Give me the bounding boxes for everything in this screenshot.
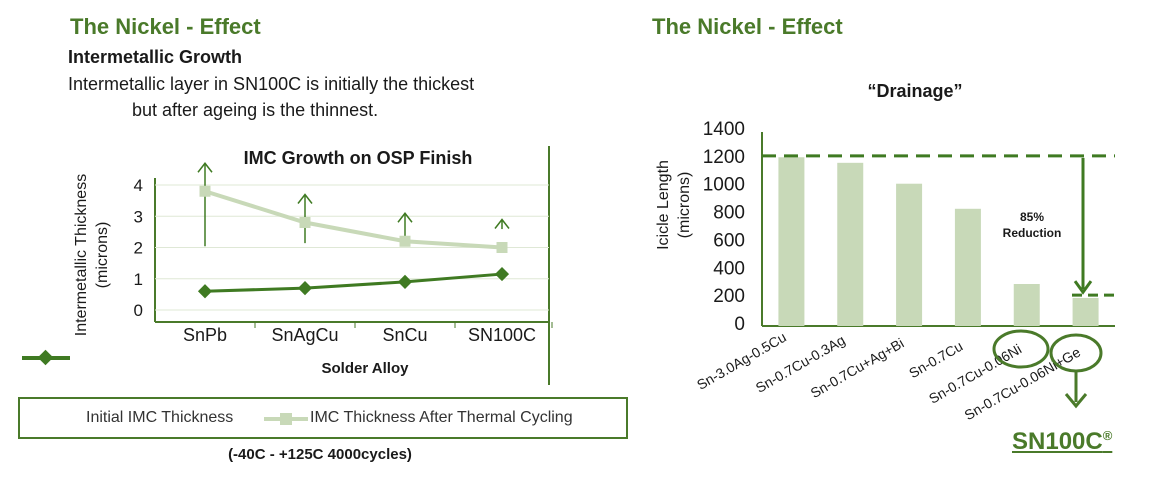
imc-x-tick-label: SnAgCu — [271, 325, 338, 345]
left-description-line-2: but after ageing is the thinnest. — [132, 100, 379, 120]
imc-y-axis-label-line-1: Intermetallic Thickness — [73, 174, 90, 336]
right-title: The Nickel - Effect — [652, 14, 843, 39]
after-data-point — [199, 185, 211, 197]
sn100c-brand: SN100C® — [1012, 428, 1112, 456]
drainage-y-axis-label-line-2: (microns) — [676, 172, 693, 239]
imc-y-tick-label: 2 — [134, 239, 143, 258]
drainage-y-tick-label: 800 — [713, 203, 745, 224]
drainage-y-tick-label: 0 — [734, 314, 745, 335]
imc-x-tick-label: SN100C — [468, 325, 536, 345]
cycling-condition: (-40C - +125C 4000cycles) — [228, 446, 412, 463]
drainage-y-tick-label: 1200 — [703, 147, 745, 168]
imc-y-tick-label: 0 — [134, 301, 143, 320]
drainage-bar — [896, 183, 923, 326]
imc-chart-title: IMC Growth on OSP Finish — [244, 148, 473, 168]
sn100c-arrow-head — [1064, 393, 1088, 409]
drainage-y-axis-label-line-1: Icicle Length — [655, 160, 672, 250]
imc-side-legend-diamond — [37, 349, 54, 366]
reduction-annotation-line-1: 85% — [1020, 210, 1044, 224]
left-description-line-1: Intermetallic layer in SN100C is initial… — [68, 74, 475, 94]
brand-name: SN100C — [1012, 428, 1103, 455]
drainage-y-tick-label: 600 — [713, 230, 745, 251]
imc-y-axis-label-line-2: (microns) — [94, 222, 111, 289]
drainage-y-tick-label: 1400 — [703, 119, 745, 140]
imc-growth-arrowhead — [297, 193, 313, 204]
imc-x-axis-label: Solder Alloy — [322, 360, 410, 377]
imc-x-tick-label: SnCu — [382, 325, 427, 345]
initial-series-line — [204, 272, 503, 293]
imc-growth-arrowhead — [197, 162, 213, 173]
left-subtitle: Intermetallic Growth — [68, 47, 243, 67]
legend-after-marker — [264, 413, 308, 425]
left-title: The Nickel - Effect — [70, 14, 261, 39]
after-data-point — [496, 242, 508, 253]
drainage-bar — [954, 208, 981, 326]
drainage-y-tick-label: 1000 — [703, 175, 745, 196]
imc-y-tick-label: 3 — [134, 207, 143, 226]
registered-mark: ® — [1102, 428, 1113, 443]
legend-after-label: IMC Thickness After Thermal Cycling — [310, 409, 573, 426]
imc-growth-arrowhead — [397, 212, 413, 223]
drainage-y-tick-label: 400 — [713, 258, 745, 279]
drainage-bar — [1072, 297, 1099, 326]
initial-data-point — [297, 281, 313, 296]
initial-data-point — [494, 266, 510, 282]
imc-x-tick-label: SnPb — [183, 325, 227, 345]
ni-highlight-circle — [992, 329, 1050, 369]
initial-data-point — [397, 274, 413, 289]
after-data-point — [399, 235, 411, 247]
drainage-bar — [1013, 284, 1040, 326]
imc-growth-arrowhead — [494, 218, 510, 229]
drainage-chart-title: “Drainage” — [867, 81, 962, 101]
reduction-annotation-line-2: Reduction — [1003, 226, 1062, 240]
imc-legend: Initial IMC Thickness IMC Thickness Afte… — [18, 397, 628, 439]
legend-initial-label: Initial IMC Thickness — [86, 409, 234, 426]
reduction-arrow-head — [1073, 280, 1093, 295]
drainage-y-tick-label: 200 — [713, 286, 745, 307]
after-data-point — [299, 217, 311, 228]
imc-y-tick-label: 4 — [134, 176, 143, 195]
ge-highlight-circle — [1049, 333, 1103, 373]
initial-data-point — [197, 284, 213, 299]
drainage-bar — [837, 162, 864, 326]
imc-y-tick-label: 1 — [134, 270, 143, 289]
after-series-line — [204, 189, 503, 250]
drainage-bar — [778, 157, 805, 326]
